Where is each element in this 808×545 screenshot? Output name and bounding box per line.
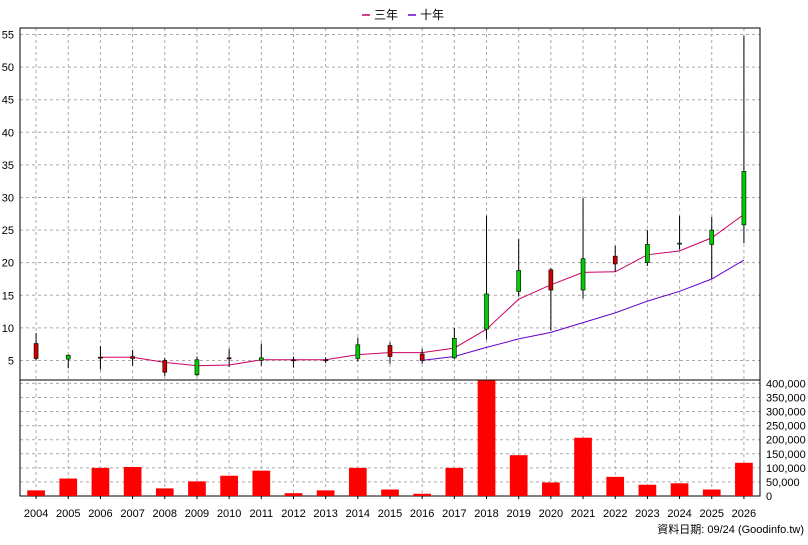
volume-bar [155,488,174,496]
candle-body [387,345,393,357]
candle-body [98,356,103,359]
x-tick-label: 2017 [442,508,466,520]
volume-bar [477,380,496,496]
x-tick-label: 2007 [120,508,144,520]
x-tick-label: 2026 [732,508,756,520]
candle-body [419,353,425,361]
legend-label: 三年 [374,8,398,22]
x-tick-label: 2004 [24,508,48,520]
volume-bar [574,437,592,496]
footer-note: 資料日期: 09/24 (Goodinfo.tw) [657,522,804,536]
candle-body [226,357,232,360]
candle-body [33,343,39,359]
x-tick-label: 2019 [506,508,530,520]
volume-bar [381,489,399,496]
price-tick-label: 15 [2,290,14,302]
volume-tick-label: 350,000 [766,392,806,404]
x-axis: 2004 2005 2006 2007 2008 2009 2010 2011 2012 2013… [24,496,756,520]
candle-body [709,229,715,245]
x-tick-label: 2011 [249,508,273,520]
price-tick-label: 25 [2,225,14,237]
volume-bar [220,475,238,496]
candle-body [677,242,682,245]
x-tick-label: 2016 [410,508,434,520]
volume-bar [638,484,657,496]
volume-bar [735,462,753,496]
x-tick-label: 2010 [217,508,241,520]
price-tick-label: 50 [2,62,14,74]
volume-bar [188,481,206,496]
x-tick-label: 2024 [667,508,691,520]
x-tick-label: 2020 [539,508,563,520]
price-tick-label: 5 [8,355,14,367]
candle-body [452,337,457,359]
x-tick-label: 2023 [635,508,659,520]
price-tick-label: 55 [2,30,14,42]
x-tick-label: 2021 [571,508,595,520]
x-tick-label: 2015 [378,508,402,520]
volume-bar [27,490,45,496]
volume-tick-label: 100,000 [766,463,806,475]
volume-bar [252,470,271,496]
candle-body [291,359,296,362]
candle-body [65,354,71,360]
volume-bar [91,467,110,496]
volume-tick-label: 200,000 [766,435,806,447]
volume-bar [606,476,625,496]
volume-tick-label: 50,000 [766,477,800,489]
volume-bar [348,467,367,496]
volume-panel: 0 50,000 100,000 150,000 200,000 250,000 300,0… [19,378,806,503]
candle-body [355,344,361,359]
volume-bar [542,482,560,496]
x-tick-label: 2012 [281,508,305,520]
price-panel: 5 10 15 20 25 30 35 40 45 50 55 [2,27,761,496]
price-tick-label: 20 [2,258,14,270]
volume-bar [284,493,303,496]
volume-bar [445,467,464,496]
volume-bar [413,493,432,496]
candle-body [612,255,618,265]
volume-bar [702,489,721,496]
price-tick-label: 10 [2,323,14,335]
x-tick-label: 2018 [474,508,498,520]
volume-bar [509,455,528,496]
price-tick-label: 40 [2,127,14,139]
candle-body [323,359,328,362]
candle-body [194,359,200,376]
price-tick-label: 45 [2,95,14,107]
x-tick-label: 2022 [603,508,627,520]
volume-tick-label: 400,000 [766,378,806,390]
x-tick-label: 2025 [699,508,723,520]
candle-body [162,360,168,373]
volume-bar [59,478,78,496]
x-tick-label: 2009 [185,508,209,520]
candle-body [741,171,747,226]
candle-body [484,293,489,330]
x-tick-label: 2013 [313,508,337,520]
ma-line-十年 [422,259,745,361]
volume-bar [123,467,142,496]
legend: 三年 十年 [362,8,444,22]
candle-body [645,244,650,263]
volume-tick-label: 250,000 [766,421,806,433]
x-tick-label: 2008 [153,508,177,520]
volume-bar [670,483,689,496]
x-tick-label: 2005 [56,508,80,520]
volume-bar [316,490,335,496]
x-tick-label: 2014 [346,508,370,520]
candle-body [516,270,521,292]
volume-tick-label: 150,000 [766,449,806,461]
candle-body [548,269,554,291]
candle-body [580,258,586,291]
candle-body [130,356,135,359]
volume-tick-label: 0 [766,491,772,503]
candle-body [259,357,264,361]
legend-label: 十年 [420,8,444,22]
x-tick-label: 2006 [88,508,112,520]
price-tick-label: 35 [2,160,14,172]
volume-tick-label: 300,000 [766,407,806,419]
price-tick-label: 30 [2,192,14,204]
